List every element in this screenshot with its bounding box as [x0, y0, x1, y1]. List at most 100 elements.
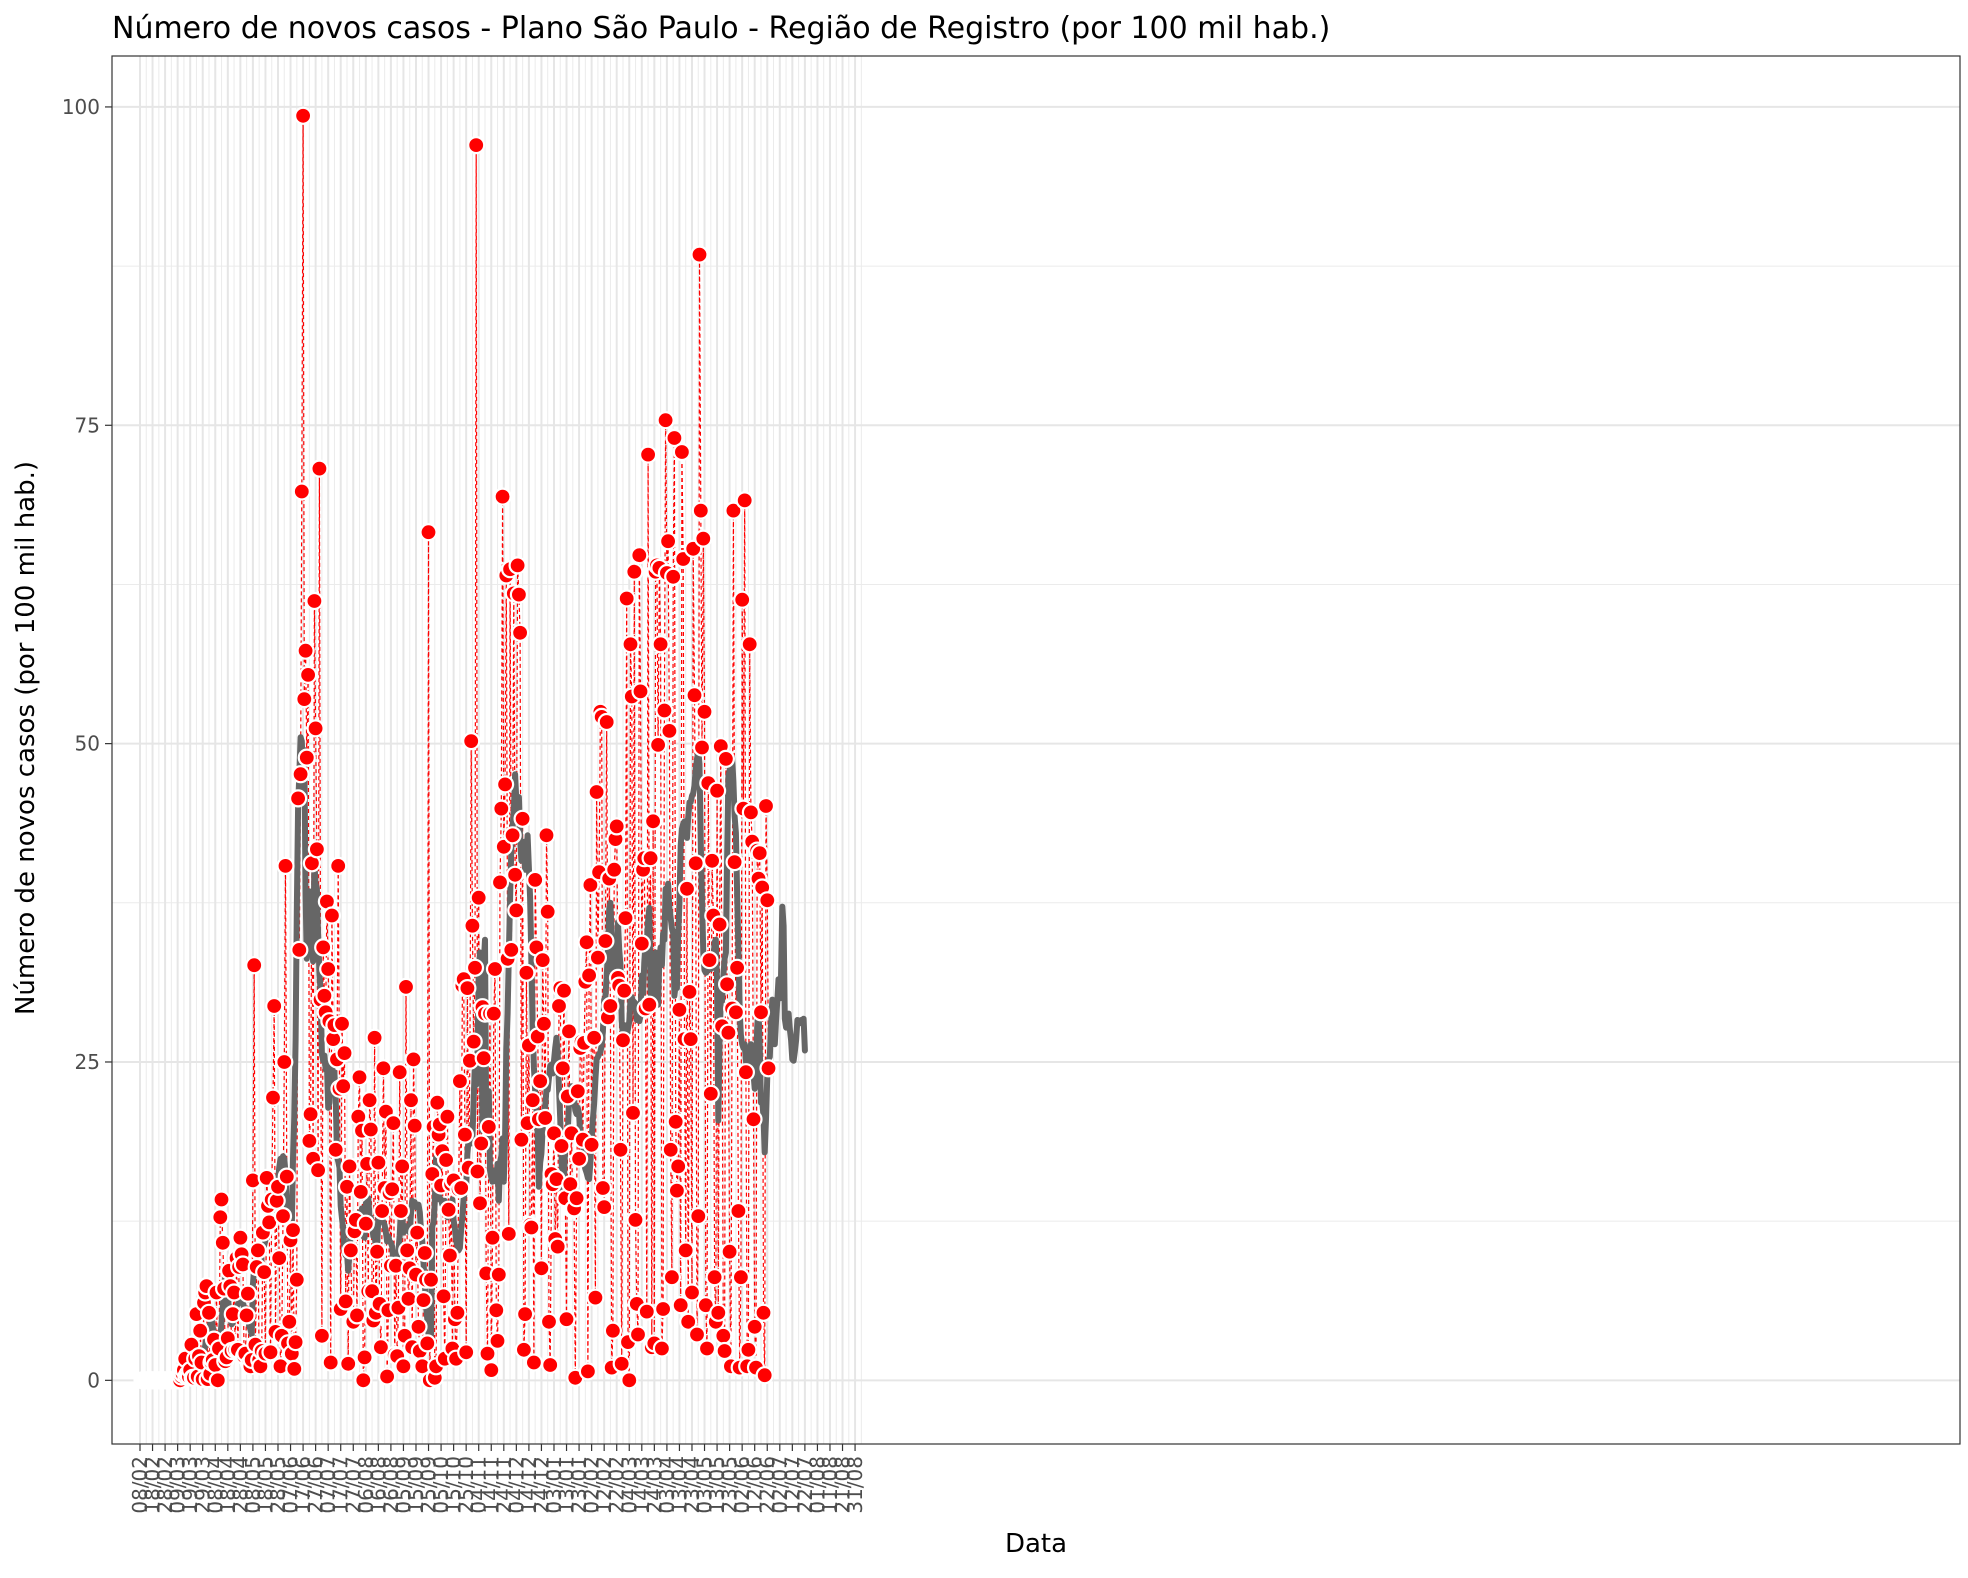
data-point [464, 918, 480, 934]
data-point [395, 1358, 411, 1374]
data-point [367, 1030, 383, 1046]
data-point [527, 872, 543, 888]
data-point [614, 1356, 630, 1372]
data-point [532, 1073, 548, 1089]
data-point [384, 1181, 400, 1197]
data-point [278, 858, 294, 874]
data-point [358, 1216, 374, 1232]
data-point [271, 1250, 287, 1266]
data-point [683, 1031, 699, 1047]
data-point [201, 1305, 217, 1321]
data-point [379, 1369, 395, 1385]
data-point [352, 1069, 368, 1085]
data-point [596, 1199, 612, 1215]
data-point [246, 957, 262, 973]
data-point [398, 979, 414, 995]
data-point [417, 1245, 433, 1261]
data-point [279, 1169, 295, 1185]
data-point [734, 592, 750, 608]
data-point [315, 939, 331, 955]
data-point [438, 1152, 454, 1168]
data-point [470, 1164, 486, 1180]
data-point [337, 1045, 353, 1061]
data-point [311, 461, 327, 477]
data-point [399, 1242, 415, 1258]
data-point [728, 1004, 744, 1020]
data-point [609, 818, 625, 834]
data-point [488, 1302, 504, 1318]
data-point [441, 1202, 457, 1218]
data-point [720, 1025, 736, 1041]
data-point [712, 917, 728, 933]
data-point [457, 1127, 473, 1143]
data-point [466, 1034, 482, 1050]
data-point [507, 867, 523, 883]
data-point [628, 1212, 644, 1228]
data-point [403, 1092, 419, 1108]
data-point [542, 1357, 558, 1373]
data-point [429, 1095, 445, 1111]
x-axis-title: Data [1005, 1529, 1067, 1559]
data-point [495, 489, 511, 505]
data-point [626, 564, 642, 580]
data-point [730, 1203, 746, 1219]
data-point [758, 798, 774, 814]
data-point [369, 1244, 385, 1260]
data-point [654, 1341, 670, 1357]
data-point [485, 1230, 501, 1246]
data-point [718, 751, 734, 767]
data-point [421, 524, 437, 540]
data-point [633, 683, 649, 699]
data-point [493, 801, 509, 817]
data-point [486, 1006, 502, 1022]
data-point [569, 1190, 585, 1206]
data-point [265, 1090, 281, 1106]
data-point [699, 1341, 715, 1357]
data-point [589, 784, 605, 800]
data-point [452, 1073, 468, 1089]
y-tick-label: 100 [62, 95, 100, 119]
data-point [695, 531, 711, 547]
data-point [407, 1118, 423, 1134]
data-point [670, 1158, 686, 1174]
data-point [615, 1032, 631, 1048]
data-point [621, 1372, 637, 1388]
data-point [653, 636, 669, 652]
data-point [616, 983, 632, 999]
data-point [668, 1114, 684, 1130]
data-point [688, 855, 704, 871]
data-point [299, 750, 315, 766]
data-point [423, 1272, 439, 1288]
data-point [682, 984, 698, 1000]
data-point [761, 1060, 777, 1076]
data-point [692, 247, 708, 263]
data-point [579, 934, 595, 950]
data-point [323, 1355, 339, 1371]
data-point [703, 1086, 719, 1102]
data-point [513, 1132, 529, 1148]
data-point [641, 997, 657, 1013]
data-point [212, 1209, 228, 1225]
data-point [526, 1355, 542, 1371]
data-point [210, 1372, 226, 1388]
data-point [511, 587, 527, 603]
data-point [291, 942, 307, 958]
data-point [476, 1050, 492, 1066]
data-point [324, 908, 340, 924]
data-point [370, 1155, 386, 1171]
data-point [665, 569, 681, 585]
data-point [697, 704, 713, 720]
data-point [394, 1158, 410, 1174]
data-point [535, 952, 551, 968]
data-point [663, 1142, 679, 1158]
data-point [639, 1304, 655, 1320]
data-point [709, 783, 725, 799]
data-point [707, 1269, 723, 1285]
data-point [540, 904, 556, 920]
data-point [586, 1030, 602, 1046]
data-point [597, 933, 613, 949]
data-point [669, 1183, 685, 1199]
data-point [634, 936, 650, 952]
data-point [467, 960, 483, 976]
data-point [674, 444, 690, 460]
